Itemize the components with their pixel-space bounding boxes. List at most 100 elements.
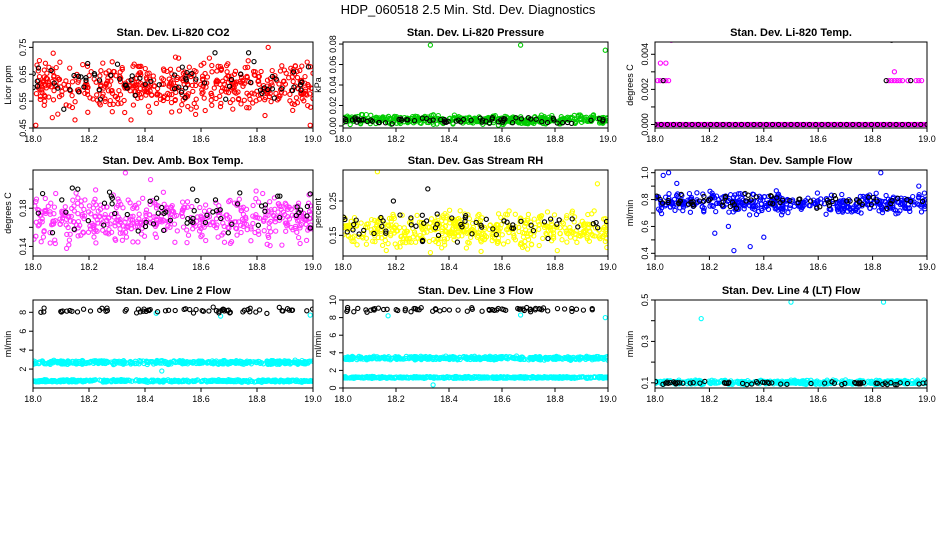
data-point [582,223,588,229]
data-point [402,307,408,314]
data-point [45,203,51,209]
data-point [85,109,91,115]
data-point [370,306,376,312]
data-point [302,86,309,92]
data-point [193,82,199,89]
data-point [209,102,215,108]
y-tick-label: 0.18 [18,199,28,217]
data-point [225,230,231,236]
data-point [160,97,166,104]
data-point [210,304,216,310]
data-point [221,358,227,365]
data-point [886,77,892,84]
data-point [155,210,161,216]
data-point [58,360,64,366]
data-point [238,205,244,211]
data-point [577,112,583,118]
data-point [443,375,449,381]
data-point [874,121,881,128]
data-point [56,76,63,83]
data-point [493,375,499,381]
data-point [687,209,694,215]
data-point [588,117,594,123]
data-point [922,206,927,212]
data-point [879,209,886,216]
panel-title: Stan. Dev. Li-820 CO2 [117,27,230,39]
data-point [71,226,77,232]
data-point [209,62,215,69]
data-point [745,121,751,128]
data-point [908,77,914,84]
y-axis-label: percent [313,197,323,228]
data-point [363,241,370,247]
data-point [147,198,153,204]
data-point [392,353,399,360]
data-point [179,102,185,108]
series-line2-high [33,357,313,374]
data-point [354,242,360,248]
data-point [224,69,230,75]
data-point [453,229,459,236]
data-point [475,213,481,219]
data-point [590,221,596,227]
data-point [59,92,65,98]
data-point [165,307,172,313]
data-point [726,209,732,215]
data-point [243,360,250,367]
data-point [203,237,209,244]
data-point [487,222,493,228]
data-point [532,374,539,381]
data-point [155,91,161,97]
data-point [286,307,292,313]
data-point [563,228,569,234]
data-point [762,204,768,210]
data-point [67,87,73,93]
data-point [883,77,889,84]
data-point [689,121,695,128]
data-point [553,374,559,381]
data-point [167,217,174,223]
data-point [264,77,271,83]
x-tick-label: 18.8 [864,134,882,144]
data-point [242,214,249,220]
data-point [306,192,312,198]
data-point [110,101,116,107]
data-point [47,240,53,246]
data-point [287,98,293,104]
data-point [496,228,502,234]
data-point [591,208,597,214]
data-point [294,74,301,81]
data-point [271,95,277,101]
data-point [115,202,121,209]
data-point [434,221,440,227]
data-point [587,229,593,235]
data-point [868,202,875,208]
data-point [585,211,591,218]
data-point [755,202,761,208]
data-point [213,95,219,102]
data-point [757,197,764,203]
data-point [780,203,786,210]
data-point [171,86,178,92]
data-point [268,209,274,215]
data-point [294,218,301,224]
x-tick-label: 18.6 [809,262,827,272]
data-point [253,188,259,194]
data-point [388,218,394,224]
data-point [105,78,111,84]
data-point [35,68,41,74]
data-point [278,206,284,212]
y-tick-label: 0.65 [18,65,28,83]
data-point [131,204,137,210]
data-point [83,77,89,83]
data-point [868,121,875,128]
data-point [655,206,662,212]
data-point [49,378,56,384]
data-point [696,198,703,204]
data-point [738,121,745,128]
data-point [199,216,206,222]
y-tick-label: 0.002 [640,78,650,101]
data-point [214,78,220,85]
data-point [480,375,486,381]
